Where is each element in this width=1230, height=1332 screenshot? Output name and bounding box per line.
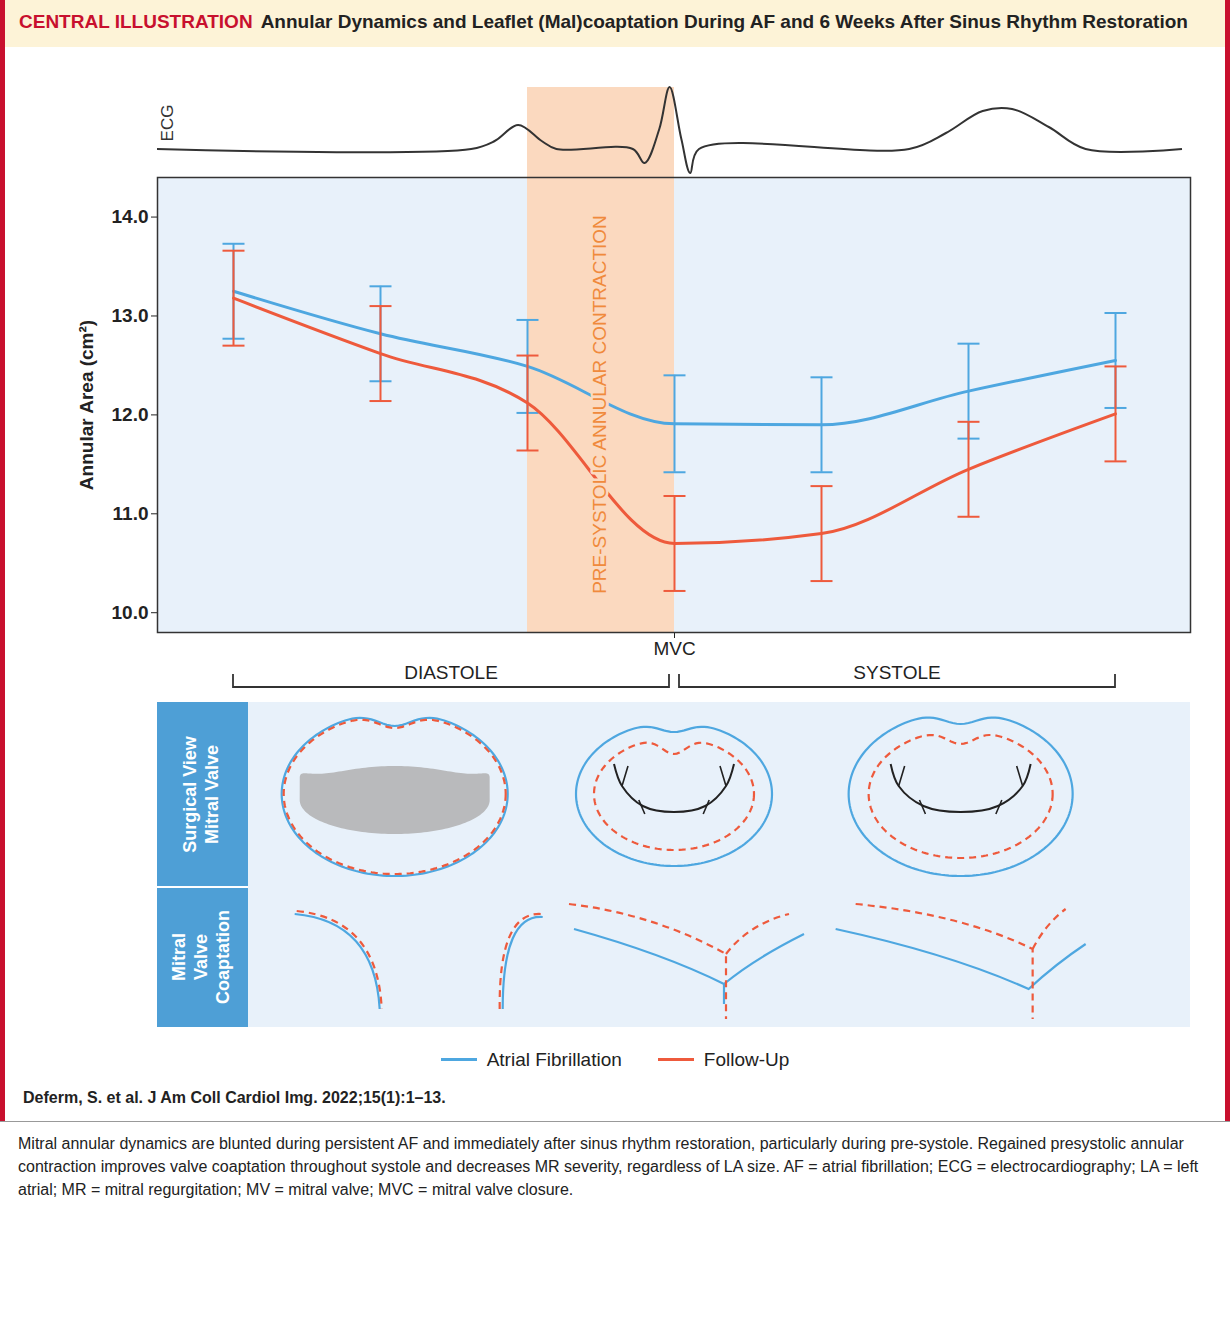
html-text:Follow-Up: Follow-Up (703, 1048, 790, 1070)
svg-text:ECG: ECG (158, 104, 177, 141)
svg-text:13.0: 13.0 (112, 305, 149, 326)
html-text:Atrial Fibrillation: Atrial Fibrillation (486, 1048, 622, 1070)
svg-text:11.0: 11.0 (113, 503, 149, 524)
svg-text:12.0: 12.0 (112, 404, 149, 425)
svg-text:14.0: 14.0 (112, 206, 149, 227)
svg-text:Mitral: Mitral (169, 933, 189, 981)
svg-text:Annular Area (cm²): Annular Area (cm²) (76, 320, 97, 490)
svg-text:DIASTOLE: DIASTOLE (404, 662, 498, 683)
html-text:Mitral annular dynamics are bl: Mitral annular dynamics are blunted duri… (18, 1134, 1199, 1199)
svg-text:Mitral Valve: Mitral Valve (202, 745, 222, 844)
svg-text:Surgical View: Surgical View (180, 735, 200, 853)
svg-text:Valve: Valve (191, 934, 211, 980)
svg-text:Coaptation: Coaptation (213, 910, 233, 1004)
html-text:CENTRAL ILLUSTRATION Annular D: CENTRAL ILLUSTRATION Annular Dynamics an… (19, 11, 1188, 32)
svg-text:PRE-SYSTOLIC ANNULAR CONTRACTI: PRE-SYSTOLIC ANNULAR CONTRACTION (589, 215, 610, 594)
svg-text:MVC: MVC (653, 638, 695, 659)
svg-text:10.0: 10.0 (112, 601, 149, 622)
svg-text:SYSTOLE: SYSTOLE (853, 662, 940, 683)
html-text:Deferm, S. et al. J Am Coll Ca: Deferm, S. et al. J Am Coll Cardiol Img.… (23, 1088, 446, 1106)
